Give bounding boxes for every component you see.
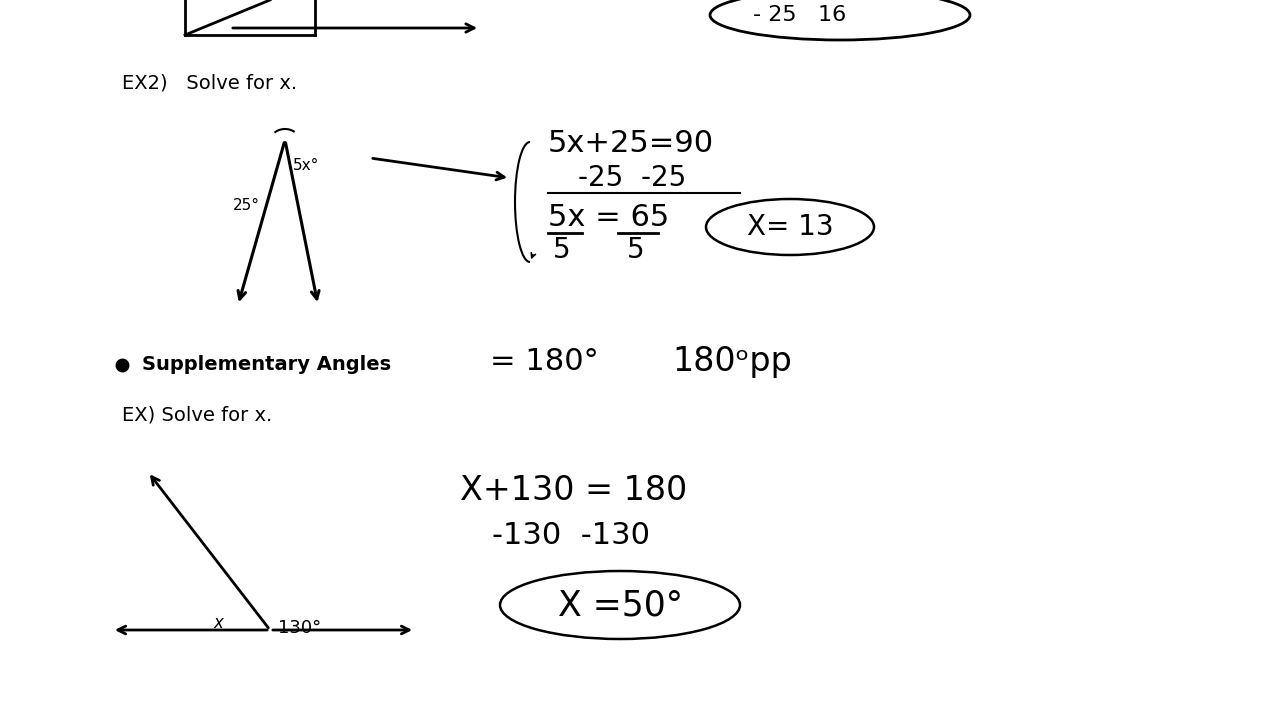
Text: x: x: [212, 614, 223, 632]
Text: 5x°: 5x°: [293, 158, 320, 173]
Text: X= 13: X= 13: [746, 213, 833, 241]
Text: -130  -130: -130 -130: [492, 521, 650, 549]
Text: EX2)   Solve for x.: EX2) Solve for x.: [122, 73, 297, 92]
Text: - 25   16: - 25 16: [754, 5, 846, 25]
Text: 130°: 130°: [278, 619, 321, 637]
Text: 5: 5: [553, 236, 571, 264]
Text: EX) Solve for x.: EX) Solve for x.: [122, 405, 273, 425]
Text: -25  -25: -25 -25: [579, 164, 686, 192]
Text: = 180°: = 180°: [490, 348, 599, 377]
Text: X+130 = 180: X+130 = 180: [460, 474, 687, 506]
Text: X =50°: X =50°: [558, 588, 682, 622]
Text: 25°: 25°: [233, 198, 260, 213]
Text: 180ᵒpp: 180ᵒpp: [672, 346, 792, 379]
Text: 5x+25=90: 5x+25=90: [548, 128, 714, 158]
Text: Supplementary Angles: Supplementary Angles: [142, 356, 392, 374]
Text: 5x = 65: 5x = 65: [548, 204, 669, 233]
Text: 5: 5: [627, 236, 645, 264]
